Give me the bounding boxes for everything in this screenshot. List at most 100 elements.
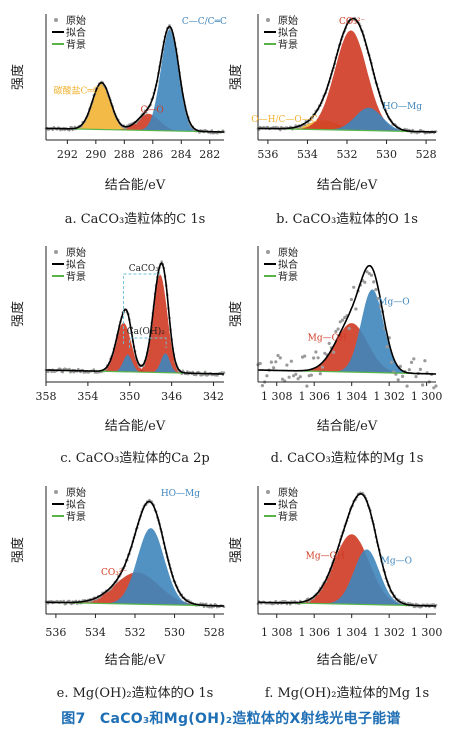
x-tick-label: 1 308	[261, 626, 293, 639]
panel-caption: f. Mg(OH)₂造粒体的Mg 1s	[265, 685, 429, 701]
raw-point	[50, 370, 53, 374]
raw-point	[309, 373, 313, 377]
annotation-caoh2: Ca(OH)₂	[127, 326, 166, 337]
legend-bg-label: 背景	[66, 510, 86, 523]
raw-point	[372, 280, 376, 284]
legend-raw-swatch	[54, 250, 58, 254]
raw-point	[385, 345, 389, 349]
raw-point	[405, 384, 409, 388]
legend-raw-label: 原始	[66, 246, 86, 259]
peak-label: 碳酸盐C═O	[54, 84, 101, 96]
raw-point	[327, 341, 331, 345]
raw-point	[349, 297, 353, 302]
raw-point	[398, 364, 402, 368]
legend-raw-label: 原始	[278, 14, 298, 27]
peak-a-0	[46, 82, 224, 132]
x-tick-label: 536	[45, 626, 66, 639]
raw-point	[269, 360, 273, 364]
raw-point	[298, 375, 302, 379]
raw-point	[418, 367, 422, 371]
x-tick-label: 532	[125, 626, 146, 639]
x-tick-label: 354	[77, 390, 98, 403]
x-tick-label: 1 306	[298, 390, 330, 403]
raw-point	[421, 383, 425, 387]
raw-point	[220, 371, 224, 374]
raw-point	[414, 375, 418, 379]
x-tick-label: 532	[337, 148, 358, 161]
figure-caption: 图7 CaCO₃和Mg(OH)₂造粒体的X射线光电子能谱	[61, 711, 401, 727]
x-tick-label: 1 306	[298, 626, 330, 639]
raw-point	[352, 285, 356, 289]
raw-point	[303, 354, 307, 358]
raw-point	[343, 315, 347, 320]
caoh2-bracket	[129, 337, 167, 348]
background-line	[45, 127, 225, 133]
legend-raw-swatch	[54, 490, 58, 494]
fit-line	[46, 25, 224, 133]
raw-point	[434, 384, 438, 388]
x-tick-label: 536	[257, 148, 278, 161]
x-axis-label: 结合能/eV	[105, 178, 166, 193]
legend-raw-label: 原始	[66, 486, 86, 499]
peak-label: HO—Mg	[383, 102, 422, 112]
legend-raw-swatch	[266, 18, 270, 22]
raw-point	[401, 374, 405, 378]
raw-point	[406, 601, 410, 605]
panel-caption: e. Mg(OH)₂造粒体的O 1s	[57, 685, 214, 701]
peak-c-0	[46, 322, 224, 374]
raw-point	[312, 356, 316, 360]
peak-a-2	[46, 29, 224, 133]
peak-label: CO₃²⁻	[339, 17, 365, 27]
raw-point	[365, 270, 369, 274]
x-tick-label: 1 308	[261, 390, 293, 403]
x-tick-label: 342	[203, 390, 224, 403]
peak-label: Mg—O	[378, 298, 409, 308]
legend-raw-swatch	[54, 18, 58, 22]
raw-point	[296, 377, 300, 381]
raw-point	[367, 272, 371, 276]
raw-point	[274, 360, 278, 364]
raw-point	[369, 273, 374, 277]
raw-point	[280, 377, 285, 381]
legend-raw-swatch	[266, 250, 270, 254]
x-tick-label: 290	[85, 148, 106, 161]
legend-bg-label: 背景	[278, 510, 298, 523]
raw-point	[323, 351, 327, 355]
x-axis-label: 结合能/eV	[317, 419, 378, 434]
raw-point	[92, 368, 96, 371]
raw-point	[208, 605, 211, 609]
raw-point	[320, 365, 325, 369]
raw-point	[354, 307, 358, 311]
raw-point	[294, 372, 298, 376]
peak-b-2	[258, 107, 436, 132]
x-tick-label: 534	[85, 626, 106, 639]
panel-caption: a. CaCO₃造粒体的C 1s	[65, 211, 206, 227]
fit-line	[46, 261, 224, 375]
peak-label: C—C/C═C	[182, 17, 227, 27]
raw-point	[203, 370, 207, 374]
panel-caption: b. CaCO₃造粒体的O 1s	[276, 211, 418, 227]
raw-point	[376, 296, 380, 301]
peak-b-1	[258, 30, 436, 132]
legend-fit-label: 拟合	[278, 258, 298, 271]
raw-point	[258, 361, 262, 366]
raw-point	[316, 356, 320, 360]
legend-fit-label: 拟合	[66, 26, 86, 39]
fit-line	[258, 492, 436, 607]
x-tick-label: 1 302	[373, 626, 405, 639]
raw-point	[278, 356, 282, 360]
raw-point	[432, 386, 436, 390]
legend-raw-label: 原始	[278, 486, 298, 499]
x-tick-label: 530	[164, 626, 185, 639]
legend-bg-label: 背景	[66, 270, 86, 283]
raw-point	[194, 373, 198, 377]
y-axis-label: 强度	[228, 537, 244, 563]
y-axis-label: 强度	[10, 64, 26, 90]
raw-point	[332, 350, 336, 354]
x-tick-label: 1 300	[411, 626, 443, 639]
peak-label: O—H/C—O—C	[251, 115, 318, 125]
fit-line	[258, 17, 436, 133]
raw-point	[160, 260, 163, 264]
